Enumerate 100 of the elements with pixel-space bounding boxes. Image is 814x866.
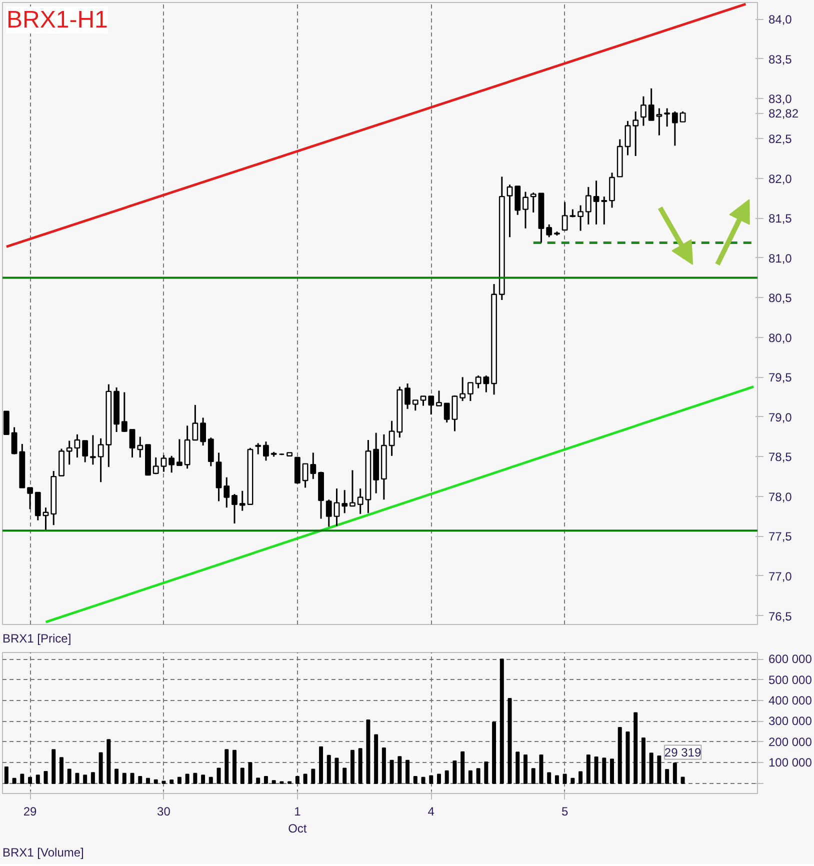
candlestick bbox=[121, 391, 128, 433]
x-tick-label: 30 bbox=[157, 804, 171, 818]
y-tick-label: 81,0 bbox=[768, 251, 792, 266]
bar bbox=[602, 758, 606, 784]
candlestick bbox=[192, 404, 198, 441]
bar bbox=[516, 752, 520, 784]
chart-title: BRX1-H1 bbox=[6, 6, 108, 34]
bar bbox=[350, 750, 354, 784]
bar bbox=[570, 778, 575, 784]
y-tick-label: 82,82 bbox=[768, 106, 799, 121]
bar bbox=[162, 780, 166, 784]
y-tick-label: 300 000 bbox=[768, 714, 812, 728]
bar bbox=[90, 772, 95, 784]
bar bbox=[185, 774, 190, 784]
y-tick-label: 78,0 bbox=[768, 490, 792, 504]
bar bbox=[421, 776, 426, 784]
bar bbox=[366, 720, 370, 784]
bar bbox=[240, 768, 244, 784]
bar bbox=[452, 760, 457, 784]
x-tick-label: 29 bbox=[23, 804, 38, 818]
bar bbox=[154, 779, 158, 784]
bar bbox=[649, 752, 654, 784]
candlestick bbox=[90, 434, 96, 466]
bar bbox=[216, 768, 221, 784]
candlestick bbox=[593, 180, 600, 226]
candlestick bbox=[350, 469, 356, 507]
candlestick bbox=[420, 395, 426, 407]
bar bbox=[303, 774, 308, 784]
candlestick bbox=[255, 442, 262, 456]
candlestick bbox=[232, 493, 238, 524]
bar bbox=[398, 756, 402, 784]
y-tick-label: 400 000 bbox=[768, 694, 812, 708]
bar bbox=[130, 772, 134, 784]
bar bbox=[680, 776, 685, 784]
bar bbox=[44, 771, 48, 784]
y-tick-label: 200 000 bbox=[768, 734, 812, 749]
data-label: 29 319 bbox=[664, 745, 702, 760]
bar bbox=[358, 748, 362, 784]
bar bbox=[468, 770, 472, 784]
candlestick bbox=[137, 436, 144, 458]
bar bbox=[500, 658, 504, 784]
y-tick-label: 80,5 bbox=[768, 291, 792, 306]
bar bbox=[67, 768, 72, 784]
bar bbox=[524, 754, 528, 784]
bar bbox=[36, 774, 40, 784]
bar bbox=[193, 772, 198, 784]
bar bbox=[28, 776, 32, 784]
candlestick bbox=[160, 454, 167, 473]
bar bbox=[122, 772, 126, 784]
candlestick bbox=[444, 402, 450, 424]
bar bbox=[657, 756, 662, 784]
candlestick bbox=[522, 191, 528, 230]
bar bbox=[436, 774, 441, 784]
candlestick bbox=[624, 120, 631, 156]
bar bbox=[4, 766, 8, 784]
bar bbox=[547, 772, 552, 784]
bar bbox=[208, 776, 213, 784]
bar bbox=[138, 776, 142, 784]
bar bbox=[256, 778, 260, 784]
bar bbox=[75, 772, 80, 784]
bar bbox=[98, 752, 103, 784]
bar bbox=[311, 768, 316, 784]
bar bbox=[201, 774, 206, 784]
bar bbox=[52, 749, 56, 784]
candlestick bbox=[467, 382, 474, 402]
bar bbox=[390, 760, 394, 784]
y-tick-label: 78,5 bbox=[768, 450, 792, 464]
candlestick bbox=[129, 428, 136, 458]
candlestick bbox=[82, 440, 88, 463]
candlestick bbox=[34, 492, 41, 522]
y-tick-label: 83,0 bbox=[768, 92, 792, 106]
bar bbox=[586, 754, 590, 784]
bar bbox=[641, 738, 646, 784]
bar bbox=[444, 770, 449, 784]
candlestick bbox=[176, 438, 182, 466]
bar bbox=[59, 757, 64, 784]
bar bbox=[610, 758, 614, 784]
y-tick-label: 500 000 bbox=[768, 672, 812, 687]
text: BRX1 [Price] bbox=[2, 632, 72, 646]
bar bbox=[264, 776, 268, 784]
y-tick-label: 81,5 bbox=[768, 212, 792, 226]
y-tick-label: 76,5 bbox=[768, 609, 792, 624]
y-tick-label: 79,0 bbox=[768, 410, 792, 424]
bar bbox=[272, 780, 276, 784]
bar bbox=[326, 754, 331, 784]
bar bbox=[114, 768, 119, 784]
y-tick-label: 84,0 bbox=[768, 12, 792, 27]
bar bbox=[20, 774, 24, 784]
candlestick bbox=[460, 376, 466, 402]
bar bbox=[248, 762, 252, 784]
bar bbox=[146, 778, 150, 784]
bar bbox=[295, 776, 300, 784]
y-tick-label: 100 000 bbox=[768, 756, 812, 770]
candlestick bbox=[152, 456, 159, 475]
bar bbox=[319, 746, 324, 784]
candlestick bbox=[200, 416, 206, 446]
candlestick bbox=[27, 486, 33, 510]
candlestick bbox=[428, 395, 434, 416]
x-tick-label: 4 bbox=[428, 804, 435, 818]
bar bbox=[413, 776, 418, 784]
